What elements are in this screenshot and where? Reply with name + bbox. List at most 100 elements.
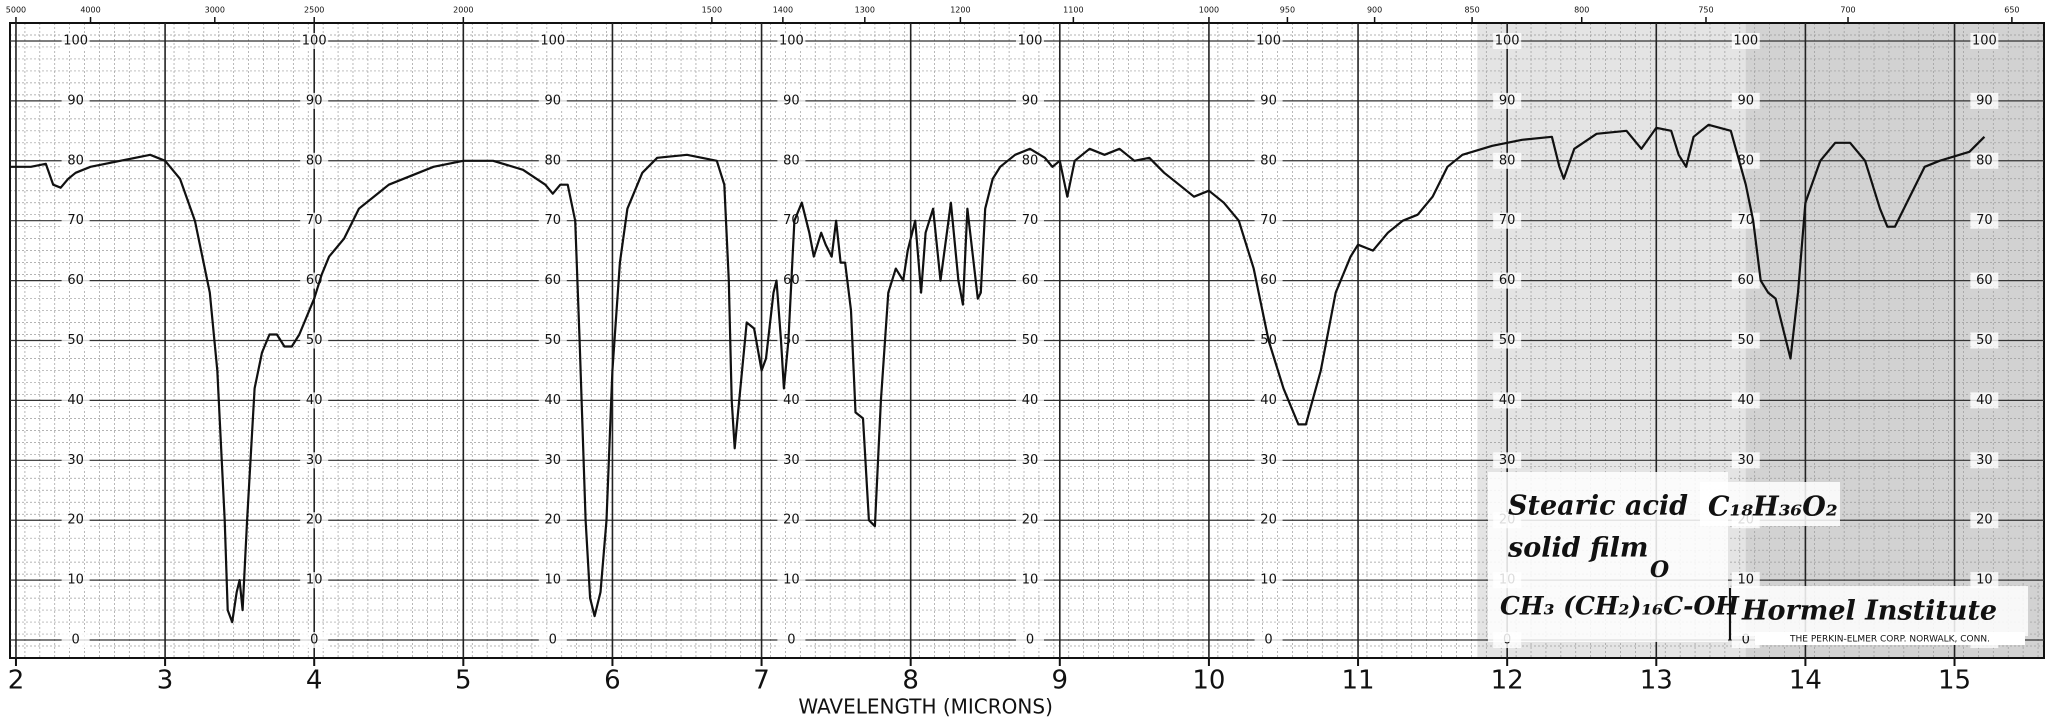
y-tick-label: 90: [306, 93, 323, 108]
top-tick-label: 900: [1367, 6, 1382, 15]
y-label-backdrop: [1970, 512, 1999, 529]
y-tick-label: 0: [1264, 633, 1272, 648]
y-label-backdrop: [1015, 632, 1044, 649]
y-label-backdrop: [1493, 152, 1522, 169]
y-tick-label: 90: [1737, 93, 1754, 108]
y-tick-label: 100: [1256, 33, 1281, 48]
y-tick-label: 10: [1976, 573, 1993, 588]
y-tick-label: 80: [1499, 153, 1516, 168]
y-label-backdrop: [1254, 632, 1283, 649]
y-label-backdrop: [1015, 152, 1044, 169]
y-tick-label: 30: [67, 453, 84, 468]
y-label-backdrop: [538, 32, 567, 49]
x-tick-label: 7: [753, 666, 770, 696]
y-label-backdrop: [777, 32, 806, 49]
y-label-backdrop: [777, 632, 806, 649]
x-tick-label: 13: [1640, 666, 1673, 696]
y-tick-label: 100: [1733, 33, 1758, 48]
carbonyl-oxygen: O: [1650, 557, 1669, 583]
y-label-backdrop: [61, 392, 90, 409]
y-tick-label: 10: [306, 573, 323, 588]
y-tick-label: 20: [1976, 513, 1993, 528]
y-label-backdrop: [61, 632, 90, 649]
x-tick-label: 8: [902, 666, 919, 696]
y-label-backdrop: [538, 152, 567, 169]
y-label-backdrop: [61, 32, 90, 49]
y-tick-label: 60: [1976, 273, 1993, 288]
y-label-backdrop: [1731, 32, 1760, 49]
top-tick-label: 2000: [453, 6, 473, 15]
y-tick-label: 10: [783, 573, 800, 588]
y-tick-label: 80: [67, 153, 84, 168]
y-tick-label: 90: [1260, 93, 1277, 108]
y-tick-label: 90: [545, 93, 562, 108]
y-label-backdrop: [1731, 452, 1760, 469]
y-tick-label: 50: [67, 333, 84, 348]
y-label-backdrop: [777, 92, 806, 109]
y-tick-label: 80: [1022, 153, 1039, 168]
y-tick-label: 80: [306, 153, 323, 168]
top-tick-label: 700: [1840, 6, 1855, 15]
top-tick-label: 5000: [6, 6, 26, 15]
x-tick-label: 2: [8, 666, 25, 696]
y-label-backdrop: [1254, 512, 1283, 529]
x-tick-label: 5: [455, 666, 472, 696]
y-tick-label: 20: [67, 513, 84, 528]
y-label-backdrop: [538, 452, 567, 469]
y-label-backdrop: [1015, 512, 1044, 529]
y-label-backdrop: [1254, 212, 1283, 229]
y-tick-label: 40: [1499, 393, 1516, 408]
y-label-backdrop: [1015, 392, 1044, 409]
y-label-backdrop: [538, 632, 567, 649]
y-label-backdrop: [300, 572, 329, 589]
y-tick-label: 50: [545, 333, 562, 348]
compound-name: Stearic acid: [1508, 491, 1688, 522]
y-label-backdrop: [61, 152, 90, 169]
y-tick-label: 70: [1022, 213, 1039, 228]
y-tick-label: 30: [783, 453, 800, 468]
y-label-backdrop: [1731, 272, 1760, 289]
annotation-backdrop: [1488, 472, 1728, 642]
y-label-backdrop: [777, 452, 806, 469]
top-tick-label: 4000: [80, 6, 100, 15]
top-tick-label: 1400: [773, 6, 793, 15]
y-label-backdrop: [300, 212, 329, 229]
y-tick-label: 50: [1022, 333, 1039, 348]
y-tick-label: 90: [1976, 93, 1993, 108]
y-tick-label: 60: [67, 273, 84, 288]
y-label-backdrop: [777, 572, 806, 589]
y-tick-label: 30: [306, 453, 323, 468]
x-tick-label: 6: [604, 666, 621, 696]
y-label-backdrop: [300, 452, 329, 469]
y-tick-label: 10: [1737, 573, 1754, 588]
x-tick-label: 3: [157, 666, 174, 696]
y-label-backdrop: [300, 152, 329, 169]
y-tick-label: 40: [783, 393, 800, 408]
y-tick-label: 80: [1976, 153, 1993, 168]
y-label-backdrop: [1493, 452, 1522, 469]
y-label-backdrop: [1254, 572, 1283, 589]
y-label-backdrop: [300, 512, 329, 529]
y-label-backdrop: [1731, 92, 1760, 109]
top-tick-label: 1000: [1199, 6, 1219, 15]
top-tick-label: 3000: [205, 6, 225, 15]
y-label-backdrop: [300, 32, 329, 49]
y-label-backdrop: [1970, 332, 1999, 349]
y-tick-label: 40: [67, 393, 84, 408]
molecular-formula: C₁₈H₃₆O₂: [1708, 492, 1838, 523]
y-label-backdrop: [1493, 212, 1522, 229]
y-tick-label: 90: [1499, 93, 1516, 108]
y-label-backdrop: [1493, 392, 1522, 409]
top-tick-label: 750: [1698, 6, 1713, 15]
y-label-backdrop: [538, 92, 567, 109]
x-tick-label: 11: [1342, 666, 1375, 696]
x-tick-label: 10: [1192, 666, 1225, 696]
y-label-backdrop: [1254, 32, 1283, 49]
y-tick-label: 60: [545, 273, 562, 288]
y-tick-label: 40: [1022, 393, 1039, 408]
y-label-backdrop: [538, 212, 567, 229]
y-tick-label: 30: [1737, 453, 1754, 468]
y-tick-label: 10: [1260, 573, 1277, 588]
y-label-backdrop: [1254, 152, 1283, 169]
y-label-backdrop: [1015, 212, 1044, 229]
